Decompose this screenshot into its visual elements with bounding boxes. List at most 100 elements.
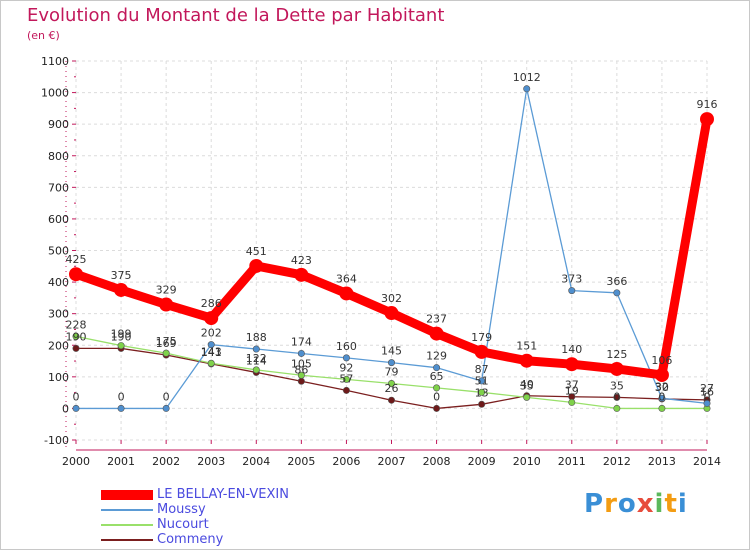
data-point <box>387 396 395 404</box>
data-label: 151 <box>516 340 537 353</box>
data-point <box>339 286 354 301</box>
data-label: 141 <box>201 346 222 359</box>
x-tick-label: 2005 <box>287 455 315 468</box>
x-tick-label: 2011 <box>558 455 586 468</box>
data-point <box>519 353 534 368</box>
x-tick-label: 2002 <box>152 455 180 468</box>
data-label: 375 <box>111 269 132 282</box>
data-point <box>658 404 666 412</box>
x-tick-label: 2012 <box>603 455 631 468</box>
y-tick-label: 200 <box>48 339 69 352</box>
y-tick-label: 700 <box>48 181 69 194</box>
data-point <box>342 375 350 383</box>
x-tick-label: 2014 <box>693 455 721 468</box>
data-label: 0 <box>163 390 170 403</box>
data-label: 169 <box>156 337 177 350</box>
y-tick-label: 600 <box>48 213 69 226</box>
logo-letter: o <box>617 489 637 519</box>
x-tick-label: 2009 <box>468 455 496 468</box>
data-point <box>162 404 170 412</box>
x-tick-label: 2010 <box>513 455 541 468</box>
data-label: 140 <box>561 343 582 356</box>
data-point <box>72 344 80 352</box>
data-label: 13 <box>475 386 489 399</box>
x-tick-label: 2004 <box>242 455 270 468</box>
legend-label: Commeny <box>157 532 224 547</box>
data-label: 105 <box>291 357 312 370</box>
x-tick-label: 2007 <box>378 455 406 468</box>
data-label: 0 <box>73 390 80 403</box>
data-point <box>523 393 531 401</box>
data-point <box>478 400 486 408</box>
data-point <box>433 384 441 392</box>
data-point <box>384 306 399 321</box>
data-label: 26 <box>385 382 399 395</box>
data-point <box>387 359 395 367</box>
data-label: 237 <box>426 313 447 326</box>
data-label: 190 <box>111 330 132 343</box>
data-label: 27 <box>700 382 714 395</box>
y-tick-label: 900 <box>48 118 69 131</box>
data-label: 145 <box>381 345 402 358</box>
data-label: 329 <box>156 284 177 297</box>
data-point <box>654 367 669 382</box>
y-tick-label: 500 <box>48 245 69 258</box>
data-label: 228 <box>66 318 87 331</box>
data-point <box>72 332 80 340</box>
data-point <box>207 341 215 349</box>
x-tick-label: 2013 <box>648 455 676 468</box>
legend-swatch <box>101 509 153 511</box>
logo-letter: P <box>584 489 605 519</box>
data-label: 175 <box>156 335 177 348</box>
data-point <box>433 364 441 372</box>
data-label: 37 <box>565 379 579 392</box>
logo-letter: r <box>604 489 618 519</box>
data-point <box>114 282 129 297</box>
legend-label: LE BELLAY-EN-VEXIN <box>157 487 289 502</box>
data-point <box>564 357 579 372</box>
data-point <box>294 267 309 282</box>
data-point <box>72 404 80 412</box>
data-label: 286 <box>201 297 222 310</box>
y-tick-label: 300 <box>48 308 69 321</box>
data-label: 179 <box>471 331 492 344</box>
data-point <box>117 404 125 412</box>
data-label: 0 <box>704 390 711 403</box>
data-label: 106 <box>651 354 672 367</box>
legend-swatch <box>101 524 153 526</box>
data-point <box>568 398 576 406</box>
data-point <box>387 379 395 387</box>
data-point <box>159 297 174 312</box>
legend-label: Moussy <box>157 502 206 517</box>
data-label: 373 <box>561 273 582 286</box>
x-tick-labels: 2000 2001 2002 2003 2004 2005 2006 2007 2008 2009… <box>62 455 721 468</box>
data-label: 425 <box>66 253 87 266</box>
data-label: 188 <box>246 331 267 344</box>
data-label: 122 <box>246 352 267 365</box>
data-point <box>429 326 444 341</box>
data-label: 1012 <box>513 71 541 84</box>
data-point <box>117 342 125 350</box>
data-point <box>703 399 711 407</box>
data-point <box>478 377 486 385</box>
data-label: 35 <box>520 379 534 392</box>
data-label: 302 <box>381 292 402 305</box>
legend-label: Nucourt <box>157 517 209 532</box>
data-point <box>568 287 576 295</box>
y-tick-label: 1100 <box>41 55 69 68</box>
data-label: 92 <box>339 361 353 374</box>
x-tick-label: 2008 <box>423 455 451 468</box>
chart-title: Evolution du Montant de la Dette par Hab… <box>27 5 445 26</box>
data-label: 125 <box>606 348 627 361</box>
data-label: 0 <box>118 390 125 403</box>
data-label: 366 <box>606 275 627 288</box>
data-label: 423 <box>291 254 312 267</box>
data-label: 79 <box>385 365 399 378</box>
data-label: 190 <box>66 330 87 343</box>
proxiti-logo: Proxiti <box>584 489 688 519</box>
x-tick-label: 2001 <box>107 455 135 468</box>
x-tick-label: 2000 <box>62 455 90 468</box>
y-tick-label: 1000 <box>41 87 69 100</box>
